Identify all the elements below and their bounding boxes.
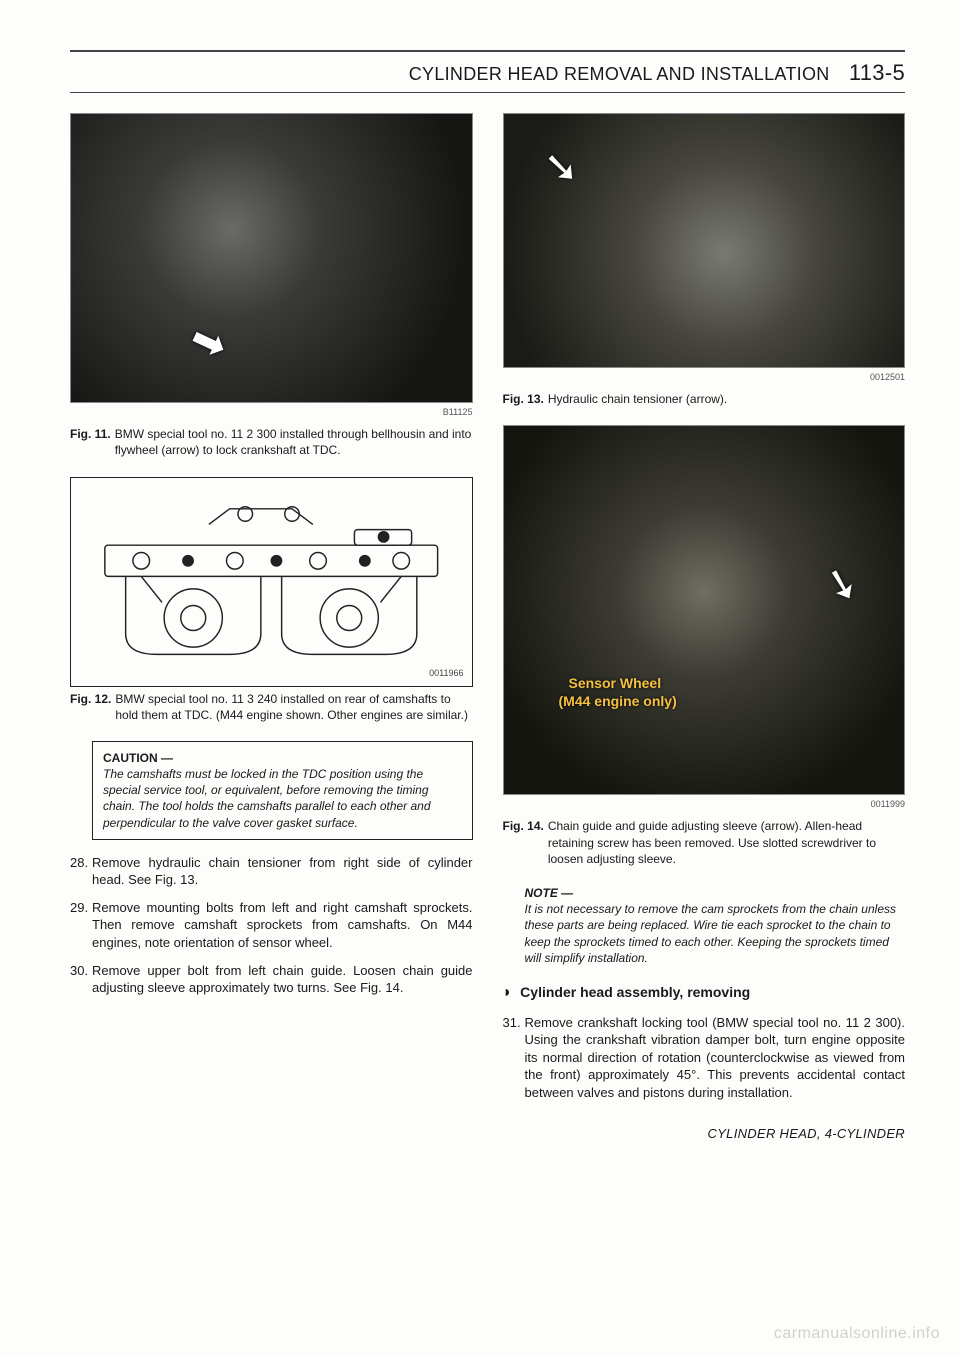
fig-label: Fig. 12. (70, 691, 111, 723)
photo-bg (71, 114, 472, 402)
fig-text: Hydraulic chain tensioner (arrow). (548, 391, 727, 407)
fig-text: BMW special tool no. 11 3 240 installed … (115, 691, 472, 723)
page-number: 113-5 (849, 60, 905, 85)
photo-id-14: 0011999 (503, 798, 906, 810)
figure-12-diagram: 0011966 (70, 477, 473, 687)
step-31: 31. Remove crankshaft locking tool (BMW … (503, 1014, 906, 1102)
step-number: 29. (70, 899, 92, 952)
fig-label: Fig. 13. (503, 391, 544, 407)
note-block: NOTE — It is not necessary to remove the… (525, 885, 906, 966)
header-rule-top (70, 50, 905, 52)
caution-box: CAUTION — The camshafts must be locked i… (92, 741, 473, 840)
note-heading: NOTE — (525, 885, 906, 901)
steps-list-left: 28. Remove hydraulic chain tensioner fro… (70, 854, 473, 997)
figure-13-caption: Fig. 13. Hydraulic chain tensioner (arro… (503, 391, 906, 407)
camshaft-diagram-svg (81, 488, 461, 675)
fig-text: BMW special tool no. 11 2 300 installed … (115, 426, 473, 458)
figure-14-photo: ➘ Sensor Wheel (M44 engine only) (503, 425, 906, 795)
caution-heading: CAUTION — (103, 751, 173, 765)
manual-page: CYLINDER HEAD REMOVAL AND INSTALLATION 1… (0, 0, 960, 1357)
arrow-icon: ➘ (544, 139, 579, 196)
diagram-id-12: 0011966 (429, 667, 463, 679)
fig-label: Fig. 11. (70, 426, 111, 458)
step-number: 30. (70, 962, 92, 997)
caution-body: The camshafts must be locked in the TDC … (103, 767, 431, 830)
step-text: Remove hydraulic chain tensioner from ri… (92, 854, 473, 889)
section-title: CYLINDER HEAD REMOVAL AND INSTALLATION (409, 64, 830, 84)
step-text: Remove upper bolt from left chain guide.… (92, 962, 473, 997)
right-column: ➘ 0012501 Fig. 13. Hydraulic chain tensi… (503, 113, 906, 1143)
page-header: CYLINDER HEAD REMOVAL AND INSTALLATION 1… (70, 60, 905, 86)
note-body: It is not necessary to remove the cam sp… (525, 901, 906, 966)
sensor-wheel-label-1: Sensor Wheel (569, 674, 662, 693)
subheading-cylinder-head-assembly: ◗ Cylinder head assembly, removing (503, 982, 906, 1004)
figure-11-photo: ➡ (70, 113, 473, 403)
fig-label: Fig. 14. (503, 818, 544, 867)
subhead-marker-icon: ◗ (503, 982, 513, 1004)
step-28: 28. Remove hydraulic chain tensioner fro… (70, 854, 473, 889)
two-column-layout: ➡ B11125 Fig. 11. BMW special tool no. 1… (70, 113, 905, 1143)
step-30: 30. Remove upper bolt from left chain gu… (70, 962, 473, 997)
header-rule-bottom (70, 92, 905, 93)
watermark: carmanualsonline.info (774, 1325, 940, 1343)
photo-id-13: 0012501 (503, 371, 906, 383)
step-29: 29. Remove mounting bolts from left and … (70, 899, 473, 952)
figure-14-caption: Fig. 14. Chain guide and guide adjusting… (503, 818, 906, 867)
figure-13-photo: ➘ (503, 113, 906, 368)
footer-section-label: CYLINDER HEAD, 4-CYLINDER (503, 1125, 906, 1143)
subhead-text: Cylinder head assembly, removing (520, 983, 750, 1002)
figure-12-caption: Fig. 12. BMW special tool no. 11 3 240 i… (70, 691, 473, 723)
step-text: Remove mounting bolts from left and righ… (92, 899, 473, 952)
left-column: ➡ B11125 Fig. 11. BMW special tool no. 1… (70, 113, 473, 1143)
steps-list-right: 31. Remove crankshaft locking tool (BMW … (503, 1014, 906, 1102)
figure-11-caption: Fig. 11. BMW special tool no. 11 2 300 i… (70, 426, 473, 458)
fig-text: Chain guide and guide adjusting sleeve (… (548, 818, 905, 867)
sensor-wheel-label-2: (M44 engine only) (559, 692, 677, 711)
step-number: 28. (70, 854, 92, 889)
step-text: Remove crankshaft locking tool (BMW spec… (525, 1014, 906, 1102)
photo-id-11: B11125 (70, 406, 473, 418)
step-number: 31. (503, 1014, 525, 1102)
